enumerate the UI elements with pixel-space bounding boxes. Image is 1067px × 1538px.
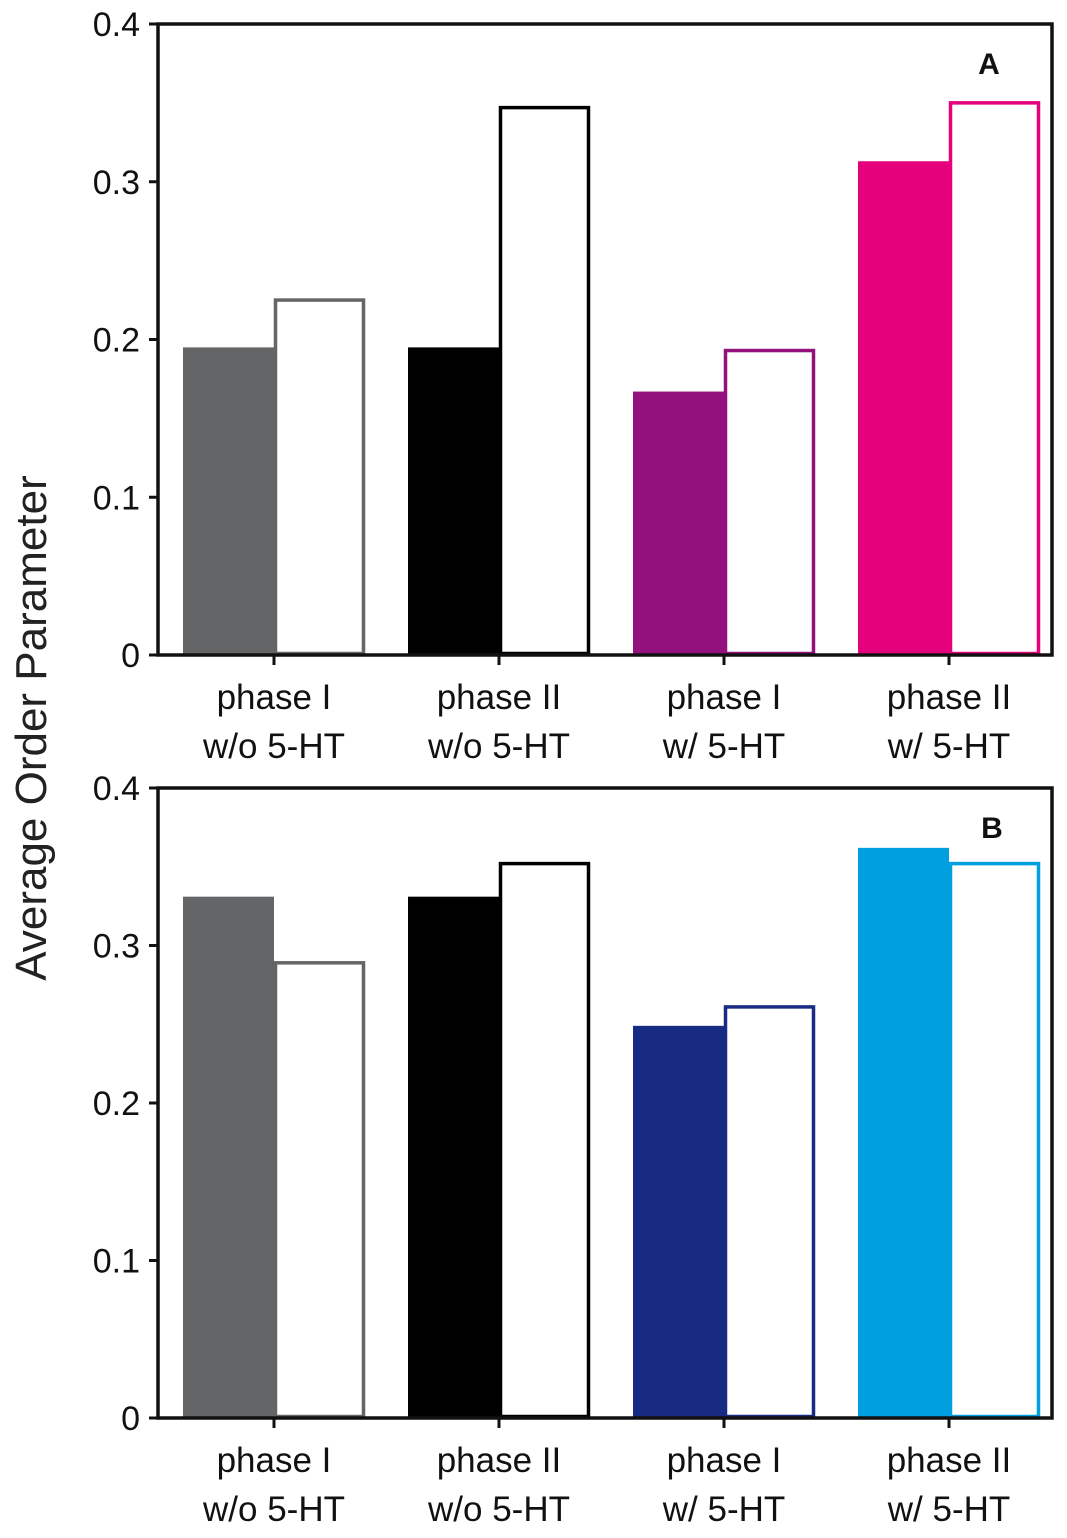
panel-a-category-label-3-line-1: phase I [667, 678, 782, 717]
panel-b-bar-open-1 [273, 961, 366, 1419]
panel-a-category-label-1-line-2: w/o 5-HT [202, 727, 345, 766]
panel-b-category-label-3-line-1: phase I [667, 1441, 782, 1480]
panel-b-y-tick-label-0: 0 [121, 1400, 140, 1438]
panel-a-bar-open-3 [723, 348, 816, 656]
panel-a-bar-filled-4 [858, 161, 949, 655]
panel-b-category-label-3-line-2: w/ 5-HT [662, 1490, 786, 1529]
panel-a-category-label-4-line-1: phase II [887, 678, 1012, 717]
panel-a-bar-open-1 [273, 298, 366, 656]
panel-b-category-label-4-line-2: w/ 5-HT [887, 1490, 1011, 1529]
panel-a-bar-filled-1 [183, 347, 274, 655]
panel-b-category-label-1-line-1: phase I [217, 1441, 332, 1480]
panel-a-y-tick-label-1: 0.1 [93, 479, 140, 517]
y-axis-label: Average Order Parameter [7, 475, 56, 980]
panel-a-bar-filled-2 [408, 347, 499, 655]
panel-b: phase I w/o 5-HT phase II w/o 5-HT phase I w/… [93, 770, 1054, 1529]
panel-a-y-tick-label-3: 0.3 [93, 164, 140, 202]
panel-a-y-tick-label-2: 0.2 [93, 322, 140, 360]
panel-b-bar-filled-2 [408, 896, 499, 1418]
panel-b-y-tick-label-3: 0.3 [93, 928, 140, 966]
panel-a-category-label-4-line-2: w/ 5-HT [887, 727, 1011, 766]
panel-b-bar-filled-3 [633, 1025, 724, 1418]
panel-b-bar-open-2 [498, 861, 591, 1419]
panel-a-category-label-3-line-2: w/ 5-HT [662, 727, 786, 766]
panel-b-bar-open-4 [948, 861, 1041, 1419]
panel-b-category-label-2-line-1: phase II [437, 1441, 562, 1480]
panel-a-y-tick-label-0: 0 [121, 637, 140, 675]
panel-b-category-label-2-line-2: w/o 5-HT [427, 1490, 570, 1529]
panel-b-y-tick-label-1: 0.1 [93, 1243, 140, 1281]
panel-a-category-label-2-line-2: w/o 5-HT [427, 727, 570, 766]
panel-b-bar-open-3 [723, 1005, 816, 1419]
panel-b-category-label-4-line-1: phase II [887, 1441, 1012, 1480]
panel-a-bar-open-2 [498, 105, 591, 656]
panel-a-label: A [978, 48, 1000, 81]
panel-a-bar-filled-3 [633, 391, 724, 655]
panel-b-y-tick-label-2: 0.2 [93, 1085, 140, 1123]
panel-b-category-label-1-line-2: w/o 5-HT [202, 1490, 345, 1529]
panel-a: phase I w/o 5-HT phase II w/o 5-HT phase I w/… [93, 6, 1054, 766]
panel-a-y-tick-label-4: 0.4 [93, 6, 140, 44]
panel-b-label: B [981, 812, 1003, 845]
panel-a-category-label-1-line-1: phase I [217, 678, 332, 717]
panel-a-bar-open-4 [948, 101, 1041, 656]
panel-b-bar-filled-1 [183, 896, 274, 1418]
panel-a-category-label-2-line-1: phase II [437, 678, 562, 717]
panel-b-bar-filled-4 [858, 847, 949, 1418]
panel-b-y-tick-label-4: 0.4 [93, 770, 140, 808]
